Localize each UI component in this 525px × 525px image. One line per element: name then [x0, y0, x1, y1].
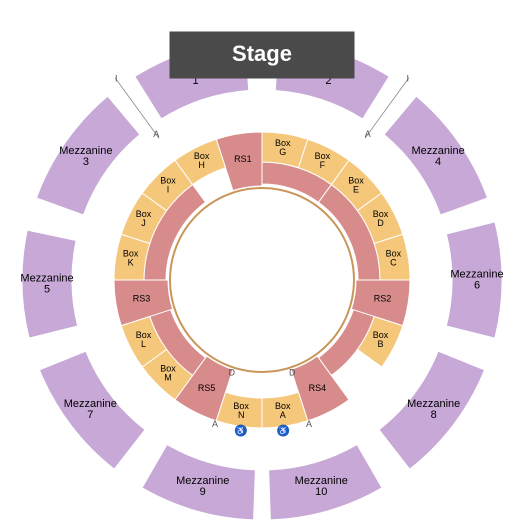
row-marker: A [306, 419, 312, 429]
rs-label: RS4 [309, 383, 327, 393]
rs-label: RS1 [234, 154, 252, 164]
row-marker: D [228, 368, 235, 378]
accessibility-glyph: ♿ [278, 426, 288, 436]
rs-label: RS3 [133, 293, 151, 303]
row-marker: A [153, 129, 159, 139]
row-marker: D [289, 368, 296, 378]
seating-chart: RS5RS3RS1RS2RS4BoxNBoxMBoxLBoxKBoxJBoxIB… [0, 0, 525, 525]
accessibility-glyph: ♿ [236, 426, 246, 436]
row-marker: A [212, 419, 218, 429]
row-marker: I [407, 74, 410, 84]
row-marker: A [365, 129, 371, 139]
row-marker: I [115, 74, 118, 84]
rs-label: RS2 [374, 293, 392, 303]
stage-label: Stage [232, 41, 292, 66]
inner-ring [170, 188, 354, 372]
rs-label: RS5 [198, 383, 216, 393]
